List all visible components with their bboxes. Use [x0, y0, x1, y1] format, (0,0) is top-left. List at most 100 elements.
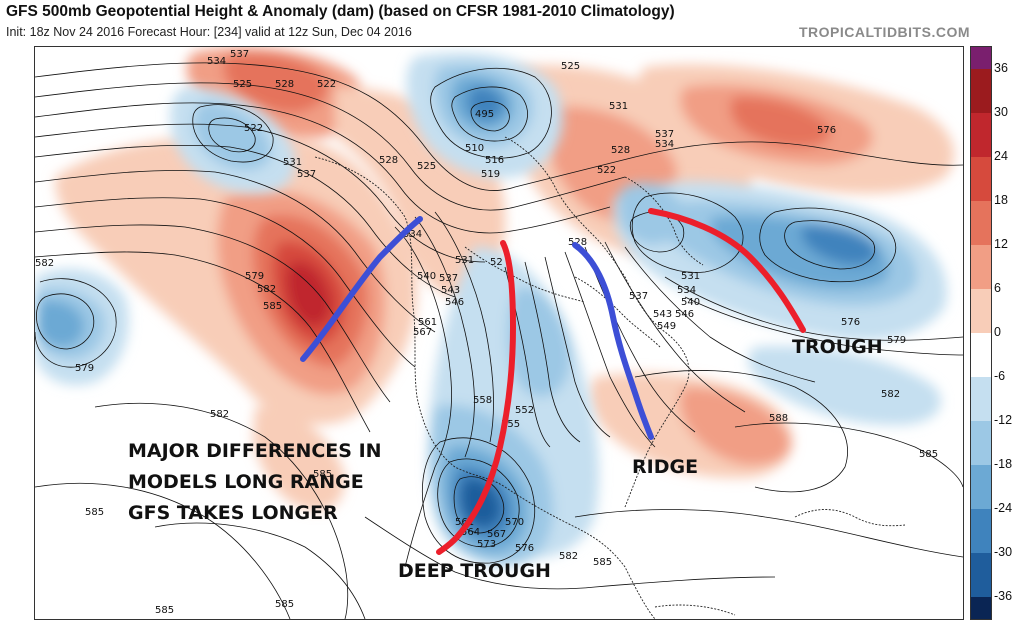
contour-label: 540 — [681, 297, 700, 308]
colorbar-tick: 0 — [994, 325, 1001, 339]
ridge-label: RIDGE — [632, 456, 699, 478]
colorbar-segment — [971, 421, 991, 465]
contour-label: 537 — [439, 273, 458, 284]
brand-watermark: TROPICALTIDBITS.COM — [798, 24, 970, 40]
contour-label: 561 — [455, 517, 474, 528]
colorbar-tick: 12 — [994, 237, 1008, 251]
trough-label: TROUGH — [792, 336, 883, 358]
annotation-line: MODELS LONG RANGE — [128, 471, 364, 493]
contour-label: 585 — [919, 449, 938, 460]
contour-label: 555 — [501, 419, 520, 430]
colorbar-tick: 18 — [994, 193, 1008, 207]
contour-label: 585 — [275, 599, 294, 610]
contour-label: 519 — [481, 169, 500, 180]
contour-label: 528 — [379, 155, 398, 166]
colorbar-tick: 6 — [994, 281, 1001, 295]
analysis-lines — [300, 208, 806, 555]
trough-line-central — [436, 240, 516, 555]
colorbar-tick: -18 — [994, 457, 1013, 471]
colorbar-segment — [971, 377, 991, 421]
anomaly-colorbar — [970, 46, 992, 620]
contour-label: 534 — [207, 56, 226, 67]
contour-label: 558 — [473, 395, 492, 406]
contour-label: 552 — [515, 405, 534, 416]
contour-label: 546 — [445, 297, 464, 308]
contour-label: 585 — [313, 469, 332, 480]
colorbar-tick: -12 — [994, 413, 1013, 427]
colorbar-segment — [971, 289, 991, 333]
contour-label: 546 — [675, 309, 694, 320]
colorbar-segment — [971, 69, 991, 113]
contour-label: 522 — [597, 165, 616, 176]
contour-label: 525 — [417, 161, 436, 172]
colorbar-segment — [971, 157, 991, 201]
colorbar-segment — [971, 597, 991, 619]
map-subtitle: Init: 18z Nov 24 2016 Forecast Hour: [23… — [6, 25, 412, 39]
colorbar-segment — [971, 47, 991, 69]
contour-label: 543 — [441, 285, 460, 296]
contour-label: 582 — [881, 389, 900, 400]
map-panel: 537 534 525 528 522 522 531 537 528 525 … — [34, 46, 964, 620]
colorbar-tick: -36 — [994, 589, 1013, 603]
contour-label: 537 — [297, 169, 316, 180]
deep-trough-label: DEEP TROUGH — [398, 560, 551, 582]
height-contours — [35, 62, 963, 619]
ridge-line-east — [572, 242, 654, 440]
contour-label: 495 — [475, 109, 494, 120]
anomaly-map: 537 534 525 528 522 522 531 537 528 525 … — [35, 47, 963, 619]
contour-label: 537 — [655, 129, 674, 140]
contour-label: 534 — [677, 285, 696, 296]
colorbar-tick: -6 — [994, 369, 1006, 383]
contour-label: 567 — [413, 327, 432, 338]
contour-label: 525 — [233, 79, 252, 90]
contour-label: 528 — [275, 79, 294, 90]
colorbar-segment — [971, 333, 991, 377]
contour-label: 531 — [455, 255, 474, 266]
contour-label: 534 — [655, 139, 674, 150]
colorbar-segment — [971, 465, 991, 509]
contour-label: 582 — [559, 551, 578, 562]
annotation-line: GFS TAKES LONGER — [128, 502, 338, 524]
colorbar-tick: 36 — [994, 61, 1008, 75]
contour-label: 525 — [561, 61, 580, 72]
negative-anomaly-shading — [35, 52, 947, 566]
contour-label: 549 — [657, 321, 676, 332]
contour-label: 582 — [35, 258, 54, 269]
contour-label: 531 — [681, 271, 700, 282]
contour-label: 561 — [418, 317, 437, 328]
contour-label: 531 — [283, 157, 302, 168]
contour-label: 579 — [75, 363, 94, 374]
contour-label: 585 — [593, 557, 612, 568]
contour-label: 585 — [263, 301, 282, 312]
contour-label: 582 — [210, 409, 229, 420]
contour-label: 522 — [244, 123, 263, 134]
colorbar-tick: 30 — [994, 105, 1008, 119]
colorbar-tick: -24 — [994, 501, 1013, 515]
contour-label: 585 — [155, 605, 174, 616]
colorbar-segment — [971, 201, 991, 245]
contour-label: 531 — [609, 101, 628, 112]
contour-label: 528 — [568, 237, 587, 248]
map-title: GFS 500mb Geopotential Height & Anomaly … — [6, 3, 675, 20]
colorbar-segment — [971, 509, 991, 553]
contour-labels: 537 534 525 528 522 522 531 537 528 525 … — [35, 49, 938, 616]
colorbar-tick: -30 — [994, 545, 1013, 559]
colorbar-segment — [971, 553, 991, 597]
contour-label: 576 — [515, 543, 534, 554]
ridge-line-west — [300, 216, 423, 362]
contour-label: 573 — [477, 539, 496, 550]
contour-label: 564 — [461, 527, 480, 538]
contour-label: 534 — [403, 229, 422, 240]
contour-label: 537 — [230, 49, 249, 60]
contour-label: 52 — [490, 257, 503, 268]
contour-label: 516 — [485, 155, 504, 166]
contour-label: 540 — [417, 271, 436, 282]
colorbar-segment — [971, 113, 991, 157]
trough-line-east — [648, 208, 806, 333]
contour-label: 522 — [317, 79, 336, 90]
contour-label: 579 — [245, 271, 264, 282]
contour-label: 510 — [465, 143, 484, 154]
contour-label: 567 — [487, 529, 506, 540]
contour-label: 588 — [769, 413, 788, 424]
contour-label: 579 — [887, 335, 906, 346]
